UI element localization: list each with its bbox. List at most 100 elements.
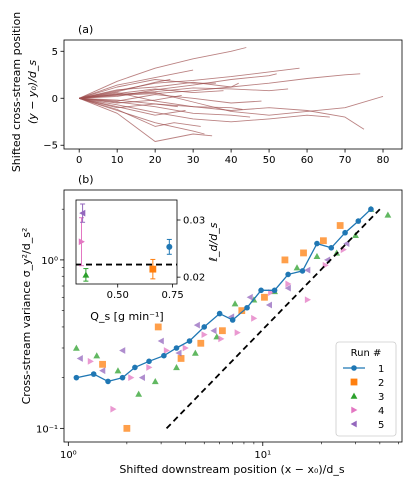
- run-1-point: [355, 218, 362, 224]
- legend-label: 2: [378, 378, 384, 389]
- run-1-point: [105, 378, 111, 385]
- trajectory-line: [79, 97, 178, 109]
- legend-label: 5: [378, 420, 384, 431]
- run-3-point: [231, 300, 239, 307]
- run-2-point: [123, 424, 131, 432]
- run-5-point: [265, 301, 272, 309]
- run-5-point: [210, 327, 217, 335]
- panel-b-frame: [63, 189, 403, 443]
- trajectory-line: [79, 69, 194, 99]
- run-1-point: [244, 304, 250, 311]
- inset-x-tick-label: 0.50: [107, 290, 129, 301]
- panel-a-frame: [63, 39, 403, 150]
- run-2-point: [219, 327, 226, 335]
- panel-b-ylabel: Cross-stream variance σ_y²/d_s²: [20, 228, 33, 405]
- run-4-point: [304, 296, 311, 304]
- run-3-point: [191, 349, 199, 356]
- inset-point-run-3: [82, 271, 90, 278]
- run-5-point: [119, 347, 126, 354]
- y-tick-label: −5: [43, 141, 58, 152]
- inset-frame: [75, 199, 178, 285]
- run-1-point: [73, 374, 80, 381]
- legend: Run # 1 2 3 4 5: [335, 341, 397, 437]
- trajectory-line: [79, 87, 289, 99]
- run-4-point: [87, 357, 94, 365]
- panel-a-ylabel-line1: Shifted cross-stream position: [10, 12, 23, 172]
- run-2-point: [300, 249, 307, 257]
- run-1-point: [161, 352, 167, 359]
- run-1-point: [119, 374, 126, 381]
- trajectory-line: [79, 94, 182, 104]
- trajectory-line: [79, 73, 361, 99]
- panel-b-ticks: 10⁰ 10¹ 10⁻¹ 10⁰: [36, 208, 399, 461]
- inset-ticks: 0.50 0.750.02 0.03: [107, 216, 206, 302]
- run-1-point: [146, 358, 152, 365]
- trajectory-line: [79, 73, 277, 99]
- x-tick-label: 40: [225, 155, 238, 166]
- run-5-point: [76, 355, 83, 362]
- run-4-point: [285, 280, 292, 288]
- run-3-point: [114, 367, 122, 374]
- legend-label: 1: [378, 364, 384, 375]
- run-3-point: [93, 352, 101, 359]
- trajectory-line: [79, 81, 239, 99]
- x-tick-label: 30: [187, 155, 200, 166]
- panel-a-ticks: 0 10 20 30 40 50 60 70 80 −5 0 5: [43, 47, 389, 166]
- trajectory-line: [79, 97, 365, 130]
- run-2-point: [319, 237, 327, 245]
- legend-items: 1 2 3 4 5: [343, 364, 384, 431]
- x-tick-label: 20: [149, 155, 162, 166]
- panel-b-data: [72, 205, 392, 432]
- x-tick-label: 10: [111, 155, 124, 166]
- x-tick-label: 70: [339, 155, 352, 166]
- inset-xlabel: Q_s [g min⁻¹]: [90, 310, 163, 323]
- run-2-point: [177, 355, 185, 362]
- run-3-point: [72, 344, 80, 351]
- run-2-point: [99, 360, 106, 368]
- trajectory-line: [79, 79, 216, 99]
- inset-point-run-1: [166, 243, 173, 250]
- run-3-point: [293, 264, 301, 271]
- run-5-point: [284, 284, 291, 292]
- reference-line: [165, 208, 381, 429]
- legend-title: Run #: [351, 348, 382, 359]
- inset-y-tick-label: 0.02: [183, 273, 205, 284]
- inset-y-tick-label: 0.03: [183, 216, 205, 227]
- legend-label: 4: [378, 406, 384, 417]
- run-2-point: [154, 323, 162, 331]
- run-1-point: [90, 371, 97, 377]
- run-3-point: [384, 211, 392, 218]
- x-tick-label: 60: [301, 155, 314, 166]
- run-4-point: [251, 314, 258, 322]
- run-1-point: [229, 317, 236, 323]
- trajectory-line: [79, 97, 186, 116]
- run-4-point: [182, 344, 189, 352]
- run-1-point: [299, 268, 306, 274]
- trajectory-line: [79, 92, 243, 110]
- run-4-point: [234, 329, 241, 337]
- run-1-point: [271, 287, 278, 294]
- y-tick-label: 0: [52, 94, 58, 105]
- trajectory-line: [79, 97, 201, 127]
- run-3-point: [313, 252, 321, 260]
- legend-label: 3: [378, 392, 384, 403]
- run-5-point: [157, 337, 164, 345]
- x-tick-label: 0: [76, 155, 82, 166]
- run-4-point: [218, 335, 225, 343]
- inset: 0.50 0.750.02 0.03 Q_s [g min⁻¹] ℓ_d/d_s: [75, 199, 220, 323]
- x-tick-label: 50: [263, 155, 276, 166]
- run-5-point: [246, 293, 253, 301]
- panel-a-label: (a): [78, 23, 93, 36]
- run-1-point: [285, 271, 291, 278]
- legend-marker-2: [350, 378, 358, 386]
- run-1-point: [216, 310, 223, 317]
- run-1-point: [368, 206, 374, 212]
- run-4-point: [110, 405, 117, 413]
- panel-a-trajectories: [79, 47, 384, 142]
- inset-point-run-2: [149, 265, 157, 273]
- run-1-line: [76, 208, 372, 383]
- run-1-point: [132, 364, 138, 371]
- inset-ylabel: ℓ_d/d_s: [207, 222, 220, 262]
- legend-marker-5: [350, 420, 357, 428]
- run-1-point: [328, 244, 335, 251]
